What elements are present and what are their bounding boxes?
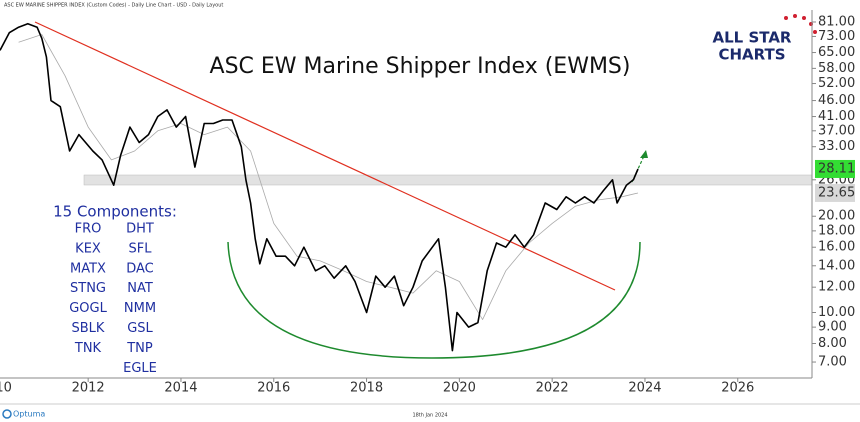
x-tick-label: 2018 [350, 381, 383, 396]
last-value-box [815, 183, 855, 202]
x-tick-label: 2016 [257, 381, 290, 396]
brand: Optuma [13, 410, 45, 419]
y-tick-label: 12.00 [818, 280, 855, 295]
x-tick-label: 2014 [164, 381, 197, 396]
y-tick-label: 7.00 [818, 355, 847, 370]
base-arc [227, 241, 641, 359]
y-tick-label: 8.00 [818, 336, 847, 351]
component: SFL [129, 241, 153, 256]
x-tick-label: 2012 [72, 381, 105, 396]
y-tick-label: 65.00 [818, 45, 855, 60]
header: ASC EW MARINE SHIPPER INDEX (Custom Code… [4, 3, 223, 9]
y-tick-label: 16.00 [818, 240, 855, 255]
y-tick-label: 52.00 [818, 76, 855, 91]
y-tick-label: 46.00 [818, 93, 855, 108]
component: DHT [126, 222, 154, 237]
component: NMM [124, 301, 156, 316]
star [784, 16, 788, 20]
logo-line: ALL STAR [713, 29, 792, 47]
last-value-label: 23.65 [818, 185, 855, 200]
trendline [34, 21, 616, 291]
last-value-box [815, 159, 855, 178]
y-tick-label: 20.00 [818, 209, 855, 224]
component: NAT [127, 281, 153, 296]
y-tick-label: 58.00 [818, 61, 855, 76]
component: KEX [75, 241, 101, 256]
component: FRO [75, 222, 102, 237]
y-tick-label: 73.00 [818, 29, 855, 44]
component: EGLE [123, 361, 157, 376]
x-tick-label: 2026 [721, 381, 754, 396]
y-tick-label: 33.00 [818, 139, 855, 154]
x-tick-label: 2024 [628, 381, 661, 396]
star [813, 30, 817, 34]
y-tick-label: 18.00 [818, 223, 855, 238]
x-tick-label: 2010 [0, 381, 12, 396]
series-line [0, 22, 639, 352]
series-line [18, 34, 639, 320]
component: SBLK [72, 321, 105, 336]
y-tick-label: 81.00 [818, 14, 855, 29]
x-tick-label: 2022 [536, 381, 569, 396]
component: TNP [126, 341, 153, 356]
arrow-head [640, 150, 648, 158]
y-tick-label: 10.00 [818, 305, 855, 320]
y-tick-label: 41.00 [818, 109, 855, 124]
y-tick-label: 37.00 [818, 123, 855, 138]
x-tick-label: 2020 [443, 381, 476, 396]
component: STNG [70, 281, 106, 296]
component: MATX [70, 261, 106, 276]
component: GSL [127, 321, 153, 336]
star [793, 14, 797, 18]
component: GOGL [69, 301, 107, 316]
y-tick-label: 9.00 [818, 320, 847, 335]
components-title: 15 Components: [53, 203, 177, 221]
logo-line: CHARTS [718, 46, 785, 64]
brand-icon [2, 409, 12, 419]
logo: ALL STAR CHARTS [713, 14, 817, 64]
support-zone [83, 174, 813, 186]
y-tick-label: 14.00 [818, 258, 855, 273]
chart-title: ASC EW Marine Shipper Index (EWMS) [210, 54, 631, 79]
component: TNK [74, 341, 102, 356]
component: DAC [126, 261, 154, 276]
star [802, 16, 806, 20]
last-value-label: 28.11 [818, 161, 855, 176]
footer-date: 18th Jan 2024 [412, 413, 447, 419]
